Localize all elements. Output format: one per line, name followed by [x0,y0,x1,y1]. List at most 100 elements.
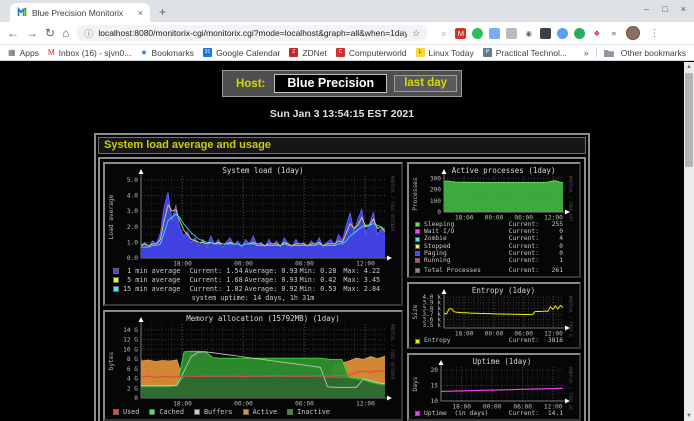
bookmark-favicon-icon: 31 [203,48,213,57]
legend-swatch [113,409,119,416]
tab-close-icon[interactable]: × [137,7,143,18]
window-maximize-button[interactable]: □ [662,4,668,14]
svg-text:18:00: 18:00 [455,331,474,338]
extensions-strip: ○ M ◉ ❖ ≡ [438,27,619,39]
section-title: System load average and usage [98,137,586,154]
notes-extension-icon[interactable] [506,27,518,39]
tab-title: Blue Precision Monitorix [32,7,124,18]
svg-text:3.6 k: 3.6 k [422,317,441,324]
scrollbar-down-icon[interactable]: ▼ [686,413,692,419]
bookmarks-list: ▦ Apps M Inbox (16) - sjvn0... ★ Bookmarks 31 G… [8,48,576,58]
bookmark-item[interactable]: ★ Bookmarks [140,48,194,58]
active-processes-plot: Active processes (1day) Processes 0 100 200 3… [411,165,577,232]
legend-footer: system uptime: 14 days, 1h 31m [191,294,315,303]
bookmark-star-icon[interactable]: ☆ [412,27,421,38]
svg-text:RRDTOOL / TOBI OETIKER: RRDTOOL / TOBI OETIKER [390,176,395,232]
bookmark-item[interactable]: C Computerworld [335,48,407,58]
legend-label: Uptime (in days) [424,409,489,417]
svg-text:12:00: 12:00 [544,215,563,222]
back-icon[interactable]: ← [7,26,19,40]
legend-key: Current: [508,235,539,243]
svg-text:12:00: 12:00 [544,403,563,410]
entropy-plot: Entropy (1day) Size 3.5 k 3.6 k 3.7 k 3.8 k 3.… [411,285,577,352]
site-info-icon[interactable]: ⓘ [84,28,94,39]
system-load-graph[interactable]: System load (1day) Load average 0.0 1.0 2.0 3… [103,162,403,307]
bookmark-label: Practical Technol... [495,47,567,58]
legend-key: Current: [508,221,539,228]
pin-extension-icon[interactable]: ❖ [593,28,601,38]
legend-swatch [415,236,420,242]
gmail-extension-icon[interactable]: M [455,27,467,39]
legend-row: Used Cached Buffers Active Inactive [107,407,399,417]
screenshot-extension-icon[interactable] [540,27,552,39]
other-bookmarks-folder-icon [603,44,614,62]
svg-text:15: 15 [431,382,439,389]
svg-text:20: 20 [431,367,439,374]
evernote-extension-icon[interactable] [472,27,484,39]
svg-text:2.0: 2.0 [127,224,138,231]
messenger-extension-icon[interactable] [557,27,569,39]
legend-item: Active [242,407,277,417]
legend-value: Current: 1.82 [189,284,243,293]
legend-label: Buffers [203,408,233,417]
svg-text:00:00: 00:00 [485,331,504,338]
bookmark-item[interactable]: L Linux Today [415,47,474,58]
legend-swatch [415,229,420,235]
bookmarks-overflow-icon[interactable]: » [583,47,589,58]
browser-toolbar: ← → ↻ ⌂ ⓘ localhost:8080/monitorix-cgi/m… [0,22,694,45]
bookmark-item[interactable]: 31 Google Calendar [203,48,280,58]
home-icon[interactable]: ⌂ [62,26,70,40]
bookmark-label: Linux Today [428,47,474,58]
legend-value: 0 [559,249,563,257]
privacy-eye-extension-icon[interactable]: ◉ [525,28,533,38]
forward-icon[interactable]: → [26,26,38,40]
bookmark-favicon-icon: M [47,48,55,57]
bookmark-item[interactable]: M Inbox (16) - sjvn0... [48,48,131,58]
scrollbar-up-icon[interactable]: ▲ [686,64,692,70]
tab-list-icon[interactable]: ≡ [611,28,616,38]
legend-value: 4 [559,235,563,243]
legend-key: Current: [508,267,539,275]
bookmark-item[interactable]: Z ZDNet [289,48,327,58]
legend-label: Cached [159,408,184,417]
legend-value: Min: 0.28 [299,267,337,275]
profile-avatar[interactable] [626,26,641,40]
address-bar[interactable]: ⓘ localhost:8080/monitorix-cgi/monitorix… [76,25,429,41]
adblock-extension-icon[interactable] [574,27,586,39]
svg-text:Uptime (1day): Uptime (1day) [473,357,532,366]
period-selector[interactable]: last day [394,75,458,92]
svg-text:06:00: 06:00 [514,215,533,222]
legend-row: 5 min average Current: 1.68 Average: 0.93 M… [107,276,399,285]
copy-pages-extension-icon[interactable] [489,27,501,39]
active-processes-graph[interactable]: Active processes (1day) Processes 0 100 200 3… [407,162,581,279]
uptime-graph[interactable]: Uptime (1day) Days 10 15 20 18:00 00:00 06:00 12… [407,352,581,421]
legend-label: Wait I/O [424,228,455,236]
window-close-button[interactable]: × [680,4,686,14]
entropy-graph[interactable]: Entropy (1day) Size 3.5 k 3.6 k 3.7 k 3.8 k 3.… [407,282,581,352]
bookmark-item[interactable]: ▦ Apps [8,48,39,58]
bookmark-item[interactable]: P Practical Technol... [482,47,567,58]
new-tab-button[interactable]: + [159,5,167,19]
memory-legend: Used Cached Buffers Active Inactive [107,407,399,417]
find-extension-icon[interactable]: ○ [441,28,447,38]
svg-text:3.5 k: 3.5 k [422,323,441,330]
browser-menu-icon[interactable]: ⋮ [649,27,660,39]
window-minimize-button[interactable]: – [644,4,650,14]
browser-tab[interactable]: Blue Precision Monitorix × [10,3,150,22]
host-bar: Host: Blue Precision last day [221,70,463,97]
legend-value: Max: 4.22 [343,267,381,275]
page-scrollbar[interactable]: ▲ ▼ [684,62,694,421]
memory-plot: Memory allocation (15792MB) (1day) bytes 0… [107,313,399,408]
legend-label: Entropy [424,337,451,345]
other-bookmarks-label[interactable]: Other bookmarks [620,47,686,58]
monitorix-page: Host: Blue Precision last day Sun Jan 3 … [0,62,684,421]
url-text[interactable]: localhost:8080/monitorix-cgi/monitorix.c… [98,28,408,38]
legend-key: Current: [508,228,539,236]
reload-icon[interactable]: ↻ [45,26,56,40]
memory-allocation-graph[interactable]: Memory allocation (15792MB) (1day) bytes 0… [103,310,403,421]
legend-value: Average: 0.93 [244,275,298,284]
scrollbar-thumb[interactable] [685,73,693,167]
titlebar: Blue Precision Monitorix × + – □ × [0,0,694,22]
svg-text:4.0: 4.0 [127,193,138,200]
